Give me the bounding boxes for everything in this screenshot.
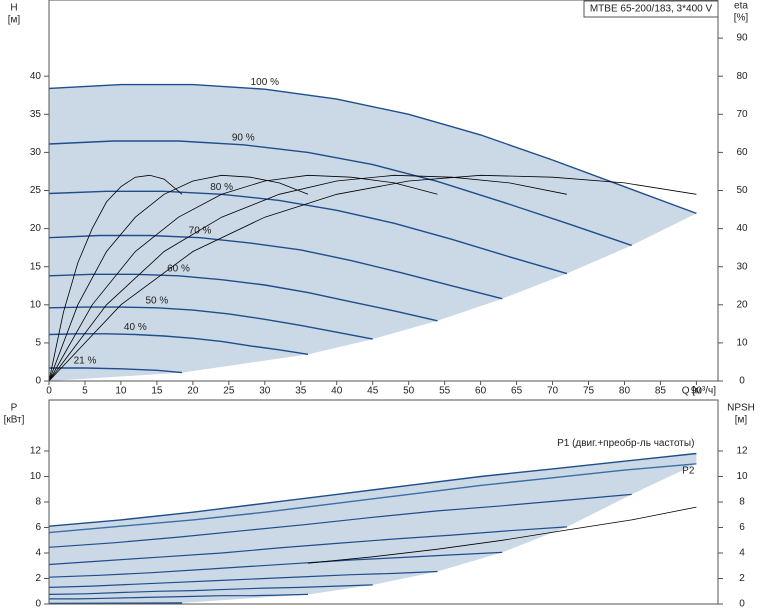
y-tick-label: 12 <box>30 446 42 457</box>
curve <box>48 551 503 578</box>
y-axis-unit: [м] <box>8 15 21 26</box>
x-tick-label: 25 <box>223 386 235 397</box>
y-tick-label: 10 <box>30 299 42 310</box>
secondary-curve <box>48 174 183 382</box>
curve-label: 80 % <box>210 182 233 193</box>
y2-axis-unit: [м] <box>735 415 748 426</box>
y-axis-label: P <box>11 403 18 414</box>
x-tick-label: 5 <box>82 386 88 397</box>
curve <box>48 584 373 595</box>
curve <box>48 602 183 604</box>
curve <box>48 83 697 215</box>
y2-tick-label: 30 <box>736 261 748 272</box>
secondary-curve <box>307 506 697 564</box>
operating-region <box>49 453 697 604</box>
y-tick-label: 10 <box>30 471 42 482</box>
y2-tick-label: 60 <box>736 147 748 158</box>
y-axis-label: H <box>10 3 17 14</box>
secondary-curve <box>48 174 438 382</box>
secondary-curve <box>48 174 697 382</box>
x-tick-label: 65 <box>511 386 523 397</box>
curve-label: 100 % <box>251 77 279 88</box>
x-tick-label: 70 <box>547 386 559 397</box>
x-tick-label: 85 <box>655 386 667 397</box>
y2-tick-label: 10 <box>736 471 748 482</box>
y-tick-label: 20 <box>30 223 42 234</box>
curve <box>48 463 697 534</box>
operating-region <box>49 84 697 381</box>
y2-tick-label: 70 <box>736 109 748 120</box>
secondary-curve <box>48 174 567 382</box>
y2-tick-label: 0 <box>739 376 745 387</box>
curve <box>48 306 373 340</box>
curve <box>48 190 568 275</box>
y2-tick-label: 80 <box>736 71 748 82</box>
curve-label: 60 % <box>167 263 190 274</box>
curve <box>48 234 503 300</box>
curve-label: P1 (двиг.+преобр-ль частоты) <box>557 437 694 449</box>
y-tick-label: 0 <box>35 376 41 387</box>
y-tick-label: 5 <box>35 338 41 349</box>
y2-tick-label: 8 <box>739 497 745 508</box>
x-axis-label: Q [м³/ч] <box>682 386 717 397</box>
y2-tick-label: 4 <box>739 548 745 559</box>
y-tick-label: 35 <box>30 109 42 120</box>
x-tick-label: 45 <box>367 386 379 397</box>
curve <box>48 140 632 247</box>
curve <box>48 493 632 548</box>
y2-tick-label: 6 <box>739 522 745 533</box>
title-box <box>583 0 719 18</box>
y2-tick-label: 50 <box>736 185 748 196</box>
x-tick-label: 75 <box>583 386 595 397</box>
y-tick-label: 40 <box>30 71 42 82</box>
y2-tick-label: 20 <box>736 299 748 310</box>
y-tick-label: 0 <box>35 599 41 610</box>
curve <box>49 593 309 600</box>
x-tick-label: 35 <box>295 386 307 397</box>
curve <box>48 452 697 527</box>
y2-axis-unit: [%] <box>734 13 749 24</box>
y2-tick-label: 2 <box>739 573 745 584</box>
x-tick-label: 10 <box>115 386 127 397</box>
x-tick-label: 30 <box>259 386 271 397</box>
curve <box>48 333 309 355</box>
y2-axis-label: NPSH <box>727 403 755 414</box>
chart-title: MTBE 65-200/183, 3*400 V <box>590 4 713 15</box>
x-tick-label: 20 <box>187 386 199 397</box>
y2-tick-label: 0 <box>739 599 745 610</box>
y2-tick-label: 10 <box>736 338 748 349</box>
x-tick-label: 90 <box>691 386 703 397</box>
x-tick-label: 40 <box>331 386 343 397</box>
curve-label: P2 <box>682 465 695 476</box>
y2-tick-label: 90 <box>736 33 748 44</box>
x-tick-label: 55 <box>439 386 451 397</box>
y2-tick-label: 12 <box>736 446 748 457</box>
y-axis-unit: [кВт] <box>4 415 25 426</box>
curve-label: 90 % <box>232 132 255 143</box>
curve-label: 40 % <box>124 322 147 333</box>
x-tick-label: 15 <box>151 386 163 397</box>
curve <box>48 273 438 322</box>
y-tick-label: 15 <box>30 261 42 272</box>
x-tick-label: 0 <box>46 386 52 397</box>
curve-label: 50 % <box>146 295 169 306</box>
x-tick-label: 50 <box>403 386 415 397</box>
y-tick-label: 2 <box>35 573 41 584</box>
y-tick-label: 8 <box>35 497 41 508</box>
curve <box>48 570 438 588</box>
curve <box>48 526 567 566</box>
curve-label: 70 % <box>189 225 212 236</box>
y2-axis-label: eta <box>734 1 748 12</box>
x-tick-label: 80 <box>619 386 631 397</box>
secondary-curve <box>48 174 309 382</box>
y-tick-label: 25 <box>30 185 42 196</box>
curve <box>49 367 183 374</box>
y-tick-label: 30 <box>30 147 42 158</box>
x-tick-label: 60 <box>475 386 487 397</box>
curve-label: 21 % <box>74 356 97 367</box>
y2-tick-label: 40 <box>736 223 748 234</box>
y-tick-label: 4 <box>35 548 41 559</box>
y-tick-label: 6 <box>35 522 41 533</box>
